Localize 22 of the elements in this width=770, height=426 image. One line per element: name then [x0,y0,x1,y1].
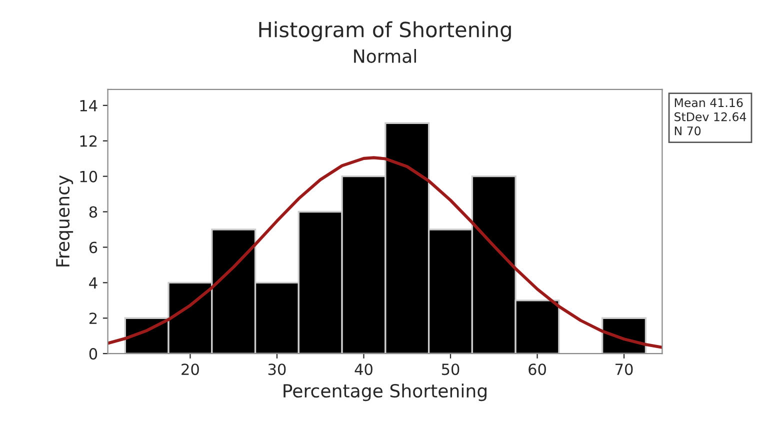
y-tick-label: 12 [80,135,97,147]
y-axis-title: Frequency [56,175,74,266]
y-tick-label: 2 [89,312,97,324]
chart-title: Histogram of Shortening [259,21,511,42]
x-tick-label: 30 [268,364,286,376]
x-tick-label: 70 [616,364,633,376]
y-tick-label: 6 [89,242,98,254]
x-tick-label: 40 [354,364,372,376]
chart-subtitle: Normal [354,48,416,63]
y-tick-label: 10 [80,170,98,182]
y-tick-label: 8 [89,206,98,218]
text: N 70 [674,126,701,136]
text: Mean 41.16 [674,98,743,108]
y-tick-label: 4 [89,277,98,288]
x-tick-label: 20 [182,364,199,376]
y-tick-label: 0 [89,348,98,360]
y-tick-label: 14 [80,100,98,112]
line-series [108,156,662,349]
text: StDev 12.64 [674,112,746,122]
x-axis-title: Percentage Shortening [284,384,486,402]
x-tick-label: 60 [528,364,546,376]
x-tick-label: 50 [442,364,460,376]
